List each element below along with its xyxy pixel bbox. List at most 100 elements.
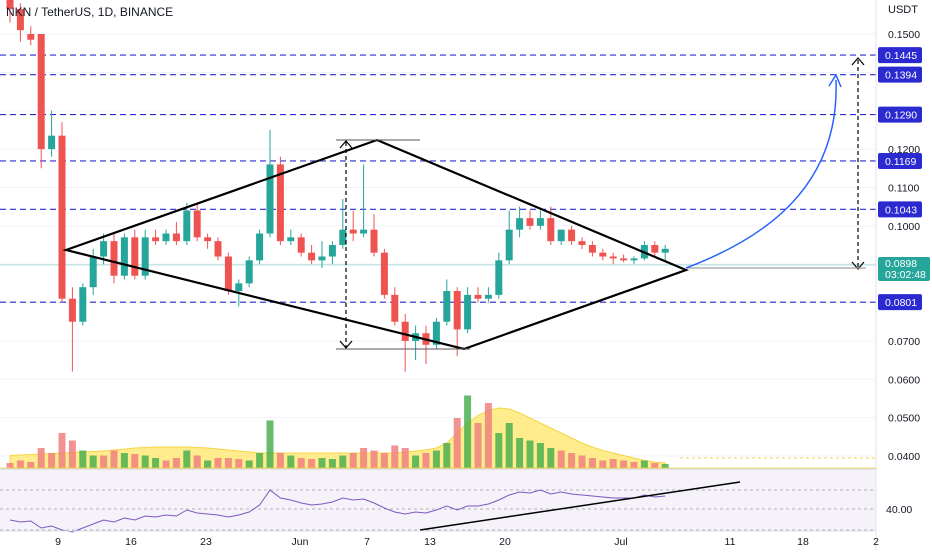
level-price-badge: [878, 47, 922, 64]
volume-bar: [599, 460, 607, 468]
volume-bar: [432, 450, 440, 468]
volume-bar: [141, 455, 149, 468]
candle-body: [620, 258, 628, 261]
candle-body: [141, 237, 149, 276]
date-tick: 7: [364, 536, 370, 548]
candle-body: [89, 256, 97, 288]
candle-body: [256, 233, 264, 261]
volume-bar: [568, 453, 576, 468]
target-arrow-down: [851, 261, 865, 270]
volume-bar: [245, 460, 253, 468]
diamond-pattern[interactable]: [62, 138, 690, 351]
volume-bar: [193, 455, 201, 468]
candle-body: [339, 229, 347, 245]
volume-bar: [131, 454, 139, 468]
volume-bar: [578, 455, 586, 468]
candle-body: [79, 287, 87, 322]
level-price-text: 0.0801: [885, 297, 917, 309]
measure-arrow-down: [339, 340, 353, 349]
volume-bar: [48, 453, 56, 468]
volume-bar: [495, 433, 503, 468]
candle-body: [68, 298, 76, 322]
candle-body: [547, 218, 555, 242]
candle-body: [183, 210, 191, 242]
candle-body: [214, 241, 222, 257]
candle-body: [193, 210, 201, 238]
candle-body: [536, 218, 544, 226]
volume-bar: [276, 453, 284, 468]
volume-bar: [640, 460, 648, 468]
candle-body: [328, 245, 336, 257]
price-tick: 0.0400: [888, 451, 920, 463]
candle-body: [172, 233, 180, 242]
candle-body: [380, 252, 388, 295]
candle-body: [474, 294, 482, 299]
date-tick: 9: [55, 536, 61, 548]
candle-body: [318, 256, 326, 261]
candle-body: [599, 252, 607, 257]
price-tick: 0.0600: [888, 374, 920, 386]
rsi-tick-label: 40.00: [886, 504, 912, 516]
candle-body: [349, 229, 357, 234]
candle-body: [152, 237, 160, 242]
date-axis[interactable]: 9 16 23 Jun 7 13 20 Jul 11 18 2: [0, 530, 879, 548]
rsi-pane[interactable]: [0, 468, 876, 533]
volume-bar: [79, 450, 87, 468]
level-price-badge: [878, 152, 922, 169]
candle-body: [557, 229, 565, 242]
rsi-trendline[interactable]: [419, 481, 741, 531]
candle-body: [609, 256, 617, 259]
volume-bar: [412, 455, 420, 468]
date-tick: 11: [725, 536, 736, 548]
price-tick: 0.0500: [888, 413, 920, 425]
volume-bar: [401, 448, 409, 468]
volume-bar: [505, 423, 513, 468]
volume-bar: [224, 458, 232, 468]
candle-body: [245, 260, 253, 284]
date-tick: Jun: [292, 536, 309, 548]
candle-body: [630, 258, 638, 261]
volume-bar: [328, 459, 336, 468]
candle-body: [308, 252, 316, 261]
volume-bar: [630, 462, 638, 468]
target-arrow-up: [851, 57, 865, 66]
candle-body: [453, 291, 461, 330]
candle-body: [432, 321, 440, 345]
price-axis[interactable]: USDT 0.15000.13000.12000.11000.10000.070…: [875, 0, 930, 550]
volume-bar: [287, 455, 295, 468]
date-tick: 16: [125, 536, 137, 548]
level-price-text: 0.1394: [885, 70, 917, 82]
candle-body: [297, 237, 305, 253]
level-price-text: 0.1043: [885, 204, 917, 216]
candle-body: [131, 237, 139, 276]
volume-bar: [380, 453, 388, 468]
date-tick: 23: [200, 536, 212, 548]
volume-bar: [152, 458, 160, 468]
volume-bar: [204, 460, 212, 468]
volume-bar: [120, 453, 128, 468]
candle-body: [588, 245, 596, 253]
candle-body: [516, 218, 524, 230]
volume-bar: [297, 458, 305, 468]
candle-body: [16, 9, 24, 31]
candle-body: [568, 229, 576, 242]
candle-body: [100, 241, 108, 257]
level-price-text: 0.1445: [885, 50, 917, 62]
volume-bar: [661, 464, 669, 468]
candle-body: [401, 321, 409, 341]
candle-body: [484, 294, 492, 299]
horizontal-levels[interactable]: [0, 54, 876, 303]
current-price-badge: [878, 257, 930, 281]
candle-body: [360, 229, 368, 234]
candle-body: [266, 164, 274, 234]
candle-body: [48, 135, 56, 150]
pattern-drawings[interactable]: [62, 57, 866, 351]
grid-lines: [0, 33, 876, 457]
candle-body: [287, 237, 295, 242]
volume-bar: [422, 453, 430, 468]
volume-bar: [27, 462, 35, 468]
candle-countdown: 03:02:48: [885, 269, 926, 281]
date-tick: 13: [424, 536, 436, 548]
